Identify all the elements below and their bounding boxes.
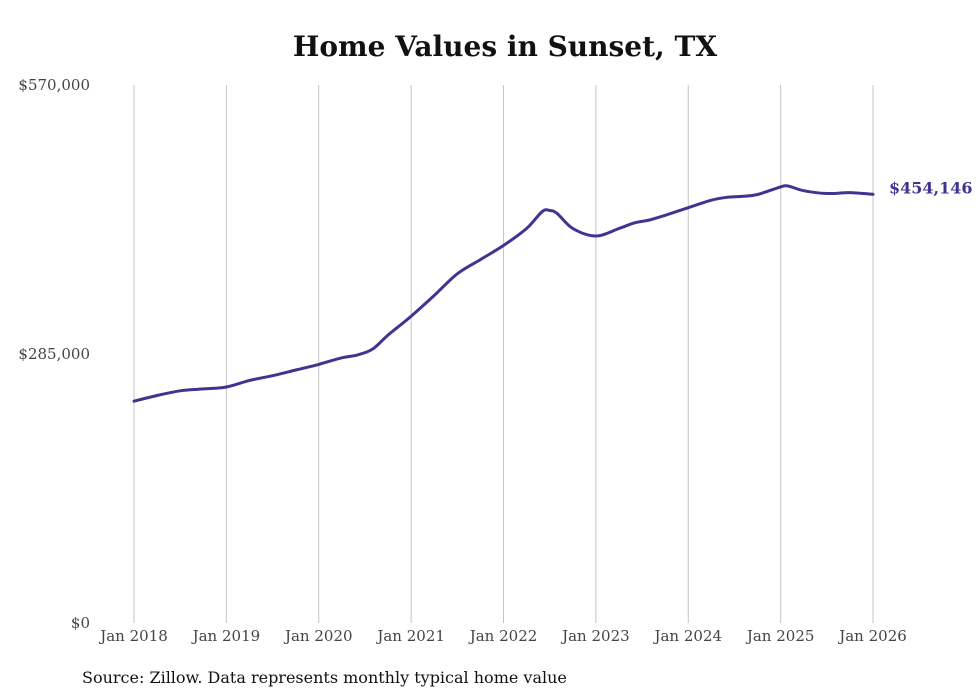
- x-axis-ticks: Jan 2018 Jan 2019 Jan 2020 Jan 2021 Jan 2022…: [98, 627, 907, 645]
- series-line-home-value: [132, 184, 875, 403]
- x-tick-label: Jan 2021: [375, 627, 445, 645]
- x-tick-label: Jan 2024: [652, 627, 722, 645]
- x-tick-label: Jan 2023: [560, 627, 630, 645]
- x-tick-label: Jan 2022: [468, 627, 538, 645]
- x-tick-label: Jan 2025: [745, 627, 815, 645]
- y-tick-label: $0: [71, 614, 90, 632]
- series-layer: [132, 184, 875, 403]
- vertical-gridlines: [133, 85, 874, 623]
- y-axis-ticks: $0 $285,000 $570,000: [18, 76, 90, 632]
- x-tick-label: Jan 2018: [98, 627, 168, 645]
- y-tick-label: $285,000: [18, 345, 90, 363]
- x-tick-label: Jan 2020: [283, 627, 353, 645]
- y-tick-label: $570,000: [18, 76, 90, 94]
- x-tick-label: Jan 2026: [837, 627, 907, 645]
- x-tick-label: Jan 2019: [191, 627, 261, 645]
- source-note: Source: Zillow. Data represents monthly …: [82, 668, 567, 687]
- chart-title: Home Values in Sunset, TX: [292, 30, 718, 63]
- last-value-label: $454,146: [889, 178, 973, 197]
